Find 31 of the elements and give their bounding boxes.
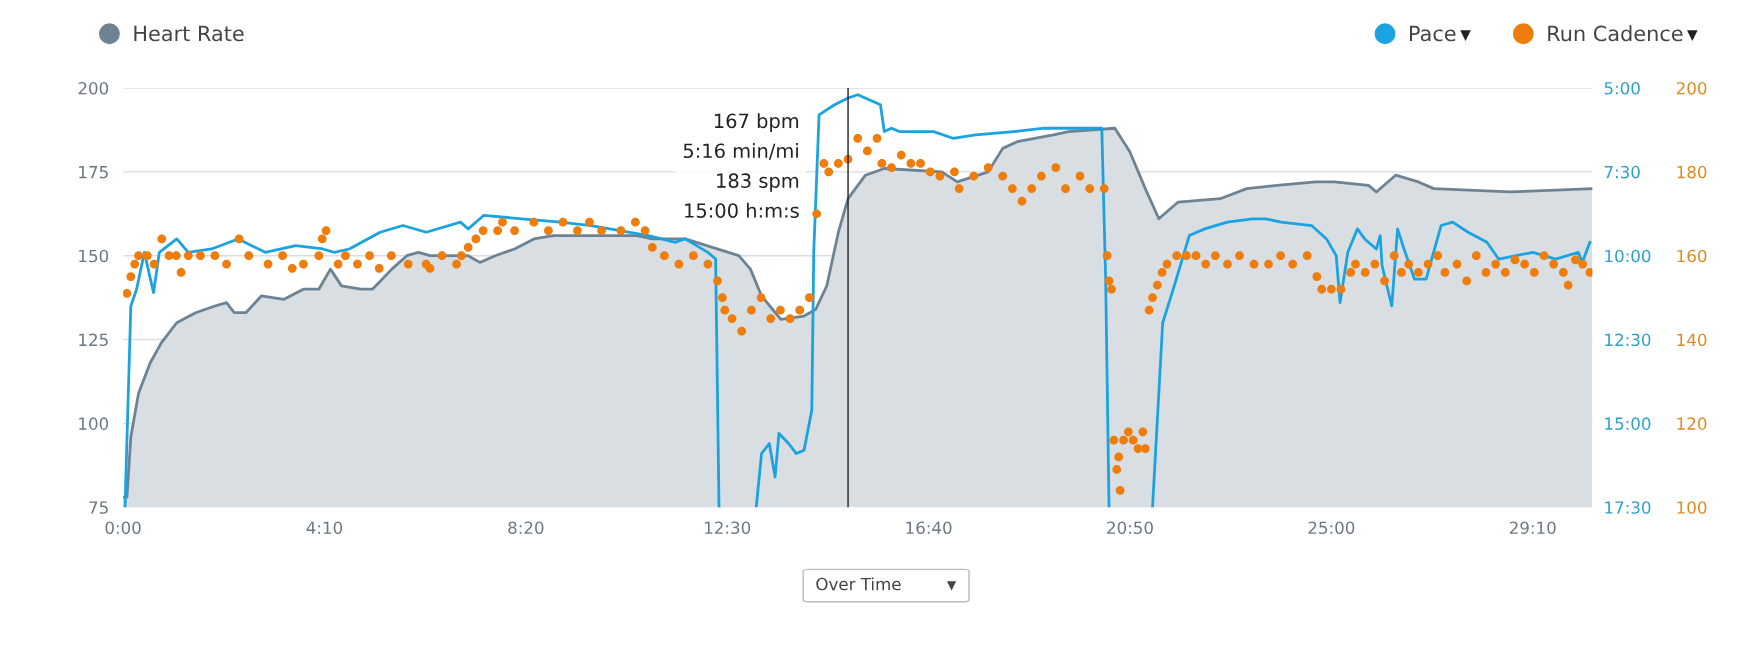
y-tick-label: 75 (89, 501, 108, 514)
y-tick-label: 125 (79, 333, 108, 347)
y-tick-label: 200 (78, 81, 109, 95)
y3-tick-label: 140 (1677, 333, 1707, 347)
y2-tick-label: 17:30 (1605, 501, 1651, 514)
y2-tick-label: 5:00 (1604, 81, 1640, 95)
x-tick-label: 8:20 (508, 521, 544, 535)
y3-tick-label: 100 (1677, 501, 1707, 514)
x-tick-label: 20:50 (1107, 521, 1153, 535)
y3-tick-label: 120 (1677, 417, 1707, 430)
x-tick-label: 29:10 (1509, 521, 1556, 535)
x-tick-label: 12:30 (705, 521, 751, 535)
y3-tick-label: 160 (1677, 249, 1707, 263)
y2-tick-label: 15:00 (1605, 417, 1651, 430)
y-tick-label: 175 (79, 166, 108, 179)
y2-tick-label: 12:30 (1605, 333, 1651, 347)
y3-tick-label: 180 (1677, 165, 1707, 179)
legend-label: Heart Rate (134, 25, 244, 42)
y-tick-label: 150 (79, 249, 109, 263)
x-tick-label: 16:40 (906, 521, 952, 535)
ref-line-label: 167 bpm 5:16 min/mi 183 spm 15:00 h:m:s (683, 113, 799, 218)
legend-label: Run Cadence (1548, 25, 1683, 42)
y2-tick-label: 10:00 (1605, 249, 1651, 263)
x-tick-label: 4:10 (306, 521, 343, 535)
x-tick-label: 0:00 (105, 521, 141, 535)
text: Over Time (816, 577, 901, 591)
legend-label: Pace (1409, 25, 1456, 42)
y-tick-label: 100 (79, 417, 109, 430)
y2-tick-label: 7:30 (1604, 165, 1640, 179)
y3-tick-label: 200 (1676, 81, 1707, 95)
x-tick-label: 25:00 (1308, 521, 1355, 535)
